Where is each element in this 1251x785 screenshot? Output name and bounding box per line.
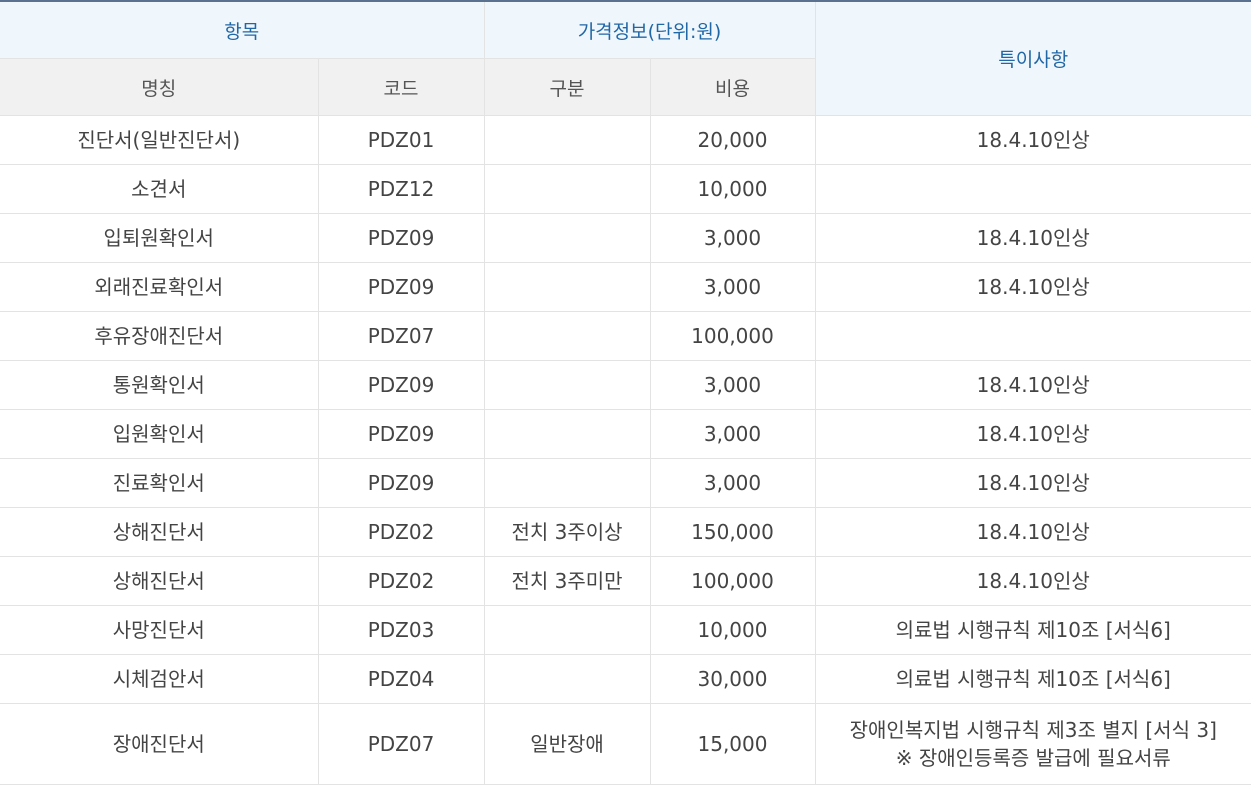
header-category: 구분 bbox=[483, 58, 651, 116]
cell-cost: 15,000 bbox=[649, 703, 816, 785]
cell-cost: 100,000 bbox=[649, 556, 816, 606]
cell-code: PDZ07 bbox=[317, 703, 485, 785]
table-row: 사망진단서 PDZ03 10,000 의료법 시행규칙 제10조 [서식6] bbox=[0, 605, 1251, 655]
cell-code: PDZ09 bbox=[317, 213, 485, 263]
remarks-line: ※ 장애인등록증 발급에 필요서류 bbox=[895, 746, 1171, 770]
cell-cost: 3,000 bbox=[649, 458, 816, 508]
table-row: 상해진단서 PDZ02 전치 3주미만 100,000 18.4.10인상 bbox=[0, 556, 1251, 606]
cell-category bbox=[483, 409, 651, 459]
cell-category: 전치 3주이상 bbox=[483, 507, 651, 557]
remarks-line: 18.4.10인상 bbox=[976, 471, 1090, 495]
cell-category bbox=[483, 311, 651, 361]
table-row: 소견서 PDZ12 10,000 bbox=[0, 164, 1251, 214]
cell-remarks: 18.4.10인상 bbox=[814, 507, 1251, 557]
cell-cost: 3,000 bbox=[649, 360, 816, 410]
cell-name: 장애진단서 bbox=[0, 703, 319, 785]
remarks-line: 18.4.10인상 bbox=[976, 422, 1090, 446]
cell-name: 사망진단서 bbox=[0, 605, 319, 655]
remarks-line: 의료법 시행규칙 제10조 [서식6] bbox=[895, 618, 1171, 642]
cell-remarks: 18.4.10인상 bbox=[814, 556, 1251, 606]
remarks-line: 18.4.10인상 bbox=[976, 520, 1090, 544]
table-row: 입원확인서 PDZ09 3,000 18.4.10인상 bbox=[0, 409, 1251, 459]
table-row: 후유장애진단서 PDZ07 100,000 bbox=[0, 311, 1251, 361]
table-row: 진단서(일반진단서) PDZ01 20,000 18.4.10인상 bbox=[0, 115, 1251, 165]
cell-category bbox=[483, 262, 651, 312]
table-row: 장애진단서 PDZ07 일반장애 15,000 장애인복지법 시행규칙 제3조 별지 [… bbox=[0, 703, 1251, 785]
cell-remarks: 의료법 시행규칙 제10조 [서식6] bbox=[814, 605, 1251, 655]
cell-remarks: 장애인복지법 시행규칙 제3조 별지 [서식 3] ※ 장애인등록증 발급에 필요… bbox=[814, 703, 1251, 785]
cell-name: 소견서 bbox=[0, 164, 319, 214]
cell-cost: 150,000 bbox=[649, 507, 816, 557]
cell-code: PDZ01 bbox=[317, 115, 485, 165]
cell-name: 상해진단서 bbox=[0, 556, 319, 606]
cell-code: PDZ03 bbox=[317, 605, 485, 655]
cell-name: 외래진료확인서 bbox=[0, 262, 319, 312]
cell-category bbox=[483, 605, 651, 655]
cell-remarks: 18.4.10인상 bbox=[814, 360, 1251, 410]
table-row: 진료확인서 PDZ09 3,000 18.4.10인상 bbox=[0, 458, 1251, 508]
cell-cost: 10,000 bbox=[649, 164, 816, 214]
cell-remarks: 18.4.10인상 bbox=[814, 115, 1251, 165]
cell-code: PDZ09 bbox=[317, 360, 485, 410]
header-price-group: 가격정보(단위:원) bbox=[483, 0, 816, 59]
table-row: 통원확인서 PDZ09 3,000 18.4.10인상 bbox=[0, 360, 1251, 410]
cell-code: PDZ07 bbox=[317, 311, 485, 361]
remarks-line: 18.4.10인상 bbox=[976, 226, 1090, 250]
cell-code: PDZ09 bbox=[317, 458, 485, 508]
cell-name: 시체검안서 bbox=[0, 654, 319, 704]
cell-cost: 3,000 bbox=[649, 262, 816, 312]
cell-category bbox=[483, 458, 651, 508]
cell-code: PDZ09 bbox=[317, 409, 485, 459]
header-remarks: 특이사항 bbox=[814, 0, 1251, 116]
cell-code: PDZ02 bbox=[317, 507, 485, 557]
remarks-line: 의료법 시행규칙 제10조 [서식6] bbox=[895, 667, 1171, 691]
cell-category bbox=[483, 654, 651, 704]
header-name: 명칭 bbox=[0, 58, 319, 116]
cell-category: 전치 3주미만 bbox=[483, 556, 651, 606]
cell-cost: 10,000 bbox=[649, 605, 816, 655]
cell-code: PDZ04 bbox=[317, 654, 485, 704]
cell-name: 후유장애진단서 bbox=[0, 311, 319, 361]
cell-category bbox=[483, 360, 651, 410]
cell-remarks: 18.4.10인상 bbox=[814, 409, 1251, 459]
cell-cost: 100,000 bbox=[649, 311, 816, 361]
table-row: 입퇴원확인서 PDZ09 3,000 18.4.10인상 bbox=[0, 213, 1251, 263]
cell-name: 입원확인서 bbox=[0, 409, 319, 459]
cell-category bbox=[483, 213, 651, 263]
cell-code: PDZ12 bbox=[317, 164, 485, 214]
cell-category: 일반장애 bbox=[483, 703, 651, 785]
remarks-line: 18.4.10인상 bbox=[976, 275, 1090, 299]
table-row: 상해진단서 PDZ02 전치 3주이상 150,000 18.4.10인상 bbox=[0, 507, 1251, 557]
cell-remarks: 18.4.10인상 bbox=[814, 458, 1251, 508]
header-cost: 비용 bbox=[649, 58, 815, 116]
cell-name: 입퇴원확인서 bbox=[0, 213, 319, 263]
remarks-line: 18.4.10인상 bbox=[976, 373, 1090, 397]
table-row: 외래진료확인서 PDZ09 3,000 18.4.10인상 bbox=[0, 262, 1251, 312]
cell-category bbox=[483, 115, 651, 165]
cell-remarks: 18.4.10인상 bbox=[814, 213, 1251, 263]
remarks-line: 장애인복지법 시행규칙 제3조 별지 [서식 3] bbox=[849, 718, 1217, 742]
cell-cost: 3,000 bbox=[649, 409, 816, 459]
table-body: 진단서(일반진단서) PDZ01 20,000 18.4.10인상 소견서 PDZ12 10… bbox=[0, 115, 1251, 785]
remarks-line: 18.4.10인상 bbox=[976, 569, 1090, 593]
cell-name: 상해진단서 bbox=[0, 507, 319, 557]
cell-remarks bbox=[814, 164, 1251, 214]
cell-cost: 20,000 bbox=[649, 115, 816, 165]
cell-remarks: 18.4.10인상 bbox=[814, 262, 1251, 312]
remarks-line: 18.4.10인상 bbox=[976, 128, 1090, 152]
cell-cost: 30,000 bbox=[649, 654, 816, 704]
cell-name: 진단서(일반진단서) bbox=[0, 115, 319, 165]
cell-name: 통원확인서 bbox=[0, 360, 319, 410]
cell-remarks bbox=[814, 311, 1251, 361]
cell-name: 진료확인서 bbox=[0, 458, 319, 508]
header-code: 코드 bbox=[317, 58, 485, 116]
header-item-group: 항목 bbox=[0, 0, 485, 59]
cell-code: PDZ09 bbox=[317, 262, 485, 312]
table-row: 시체검안서 PDZ04 30,000 의료법 시행규칙 제10조 [서식6] bbox=[0, 654, 1251, 704]
cell-code: PDZ02 bbox=[317, 556, 485, 606]
cell-category bbox=[483, 164, 651, 214]
cell-remarks: 의료법 시행규칙 제10조 [서식6] bbox=[814, 654, 1251, 704]
cell-cost: 3,000 bbox=[649, 213, 816, 263]
